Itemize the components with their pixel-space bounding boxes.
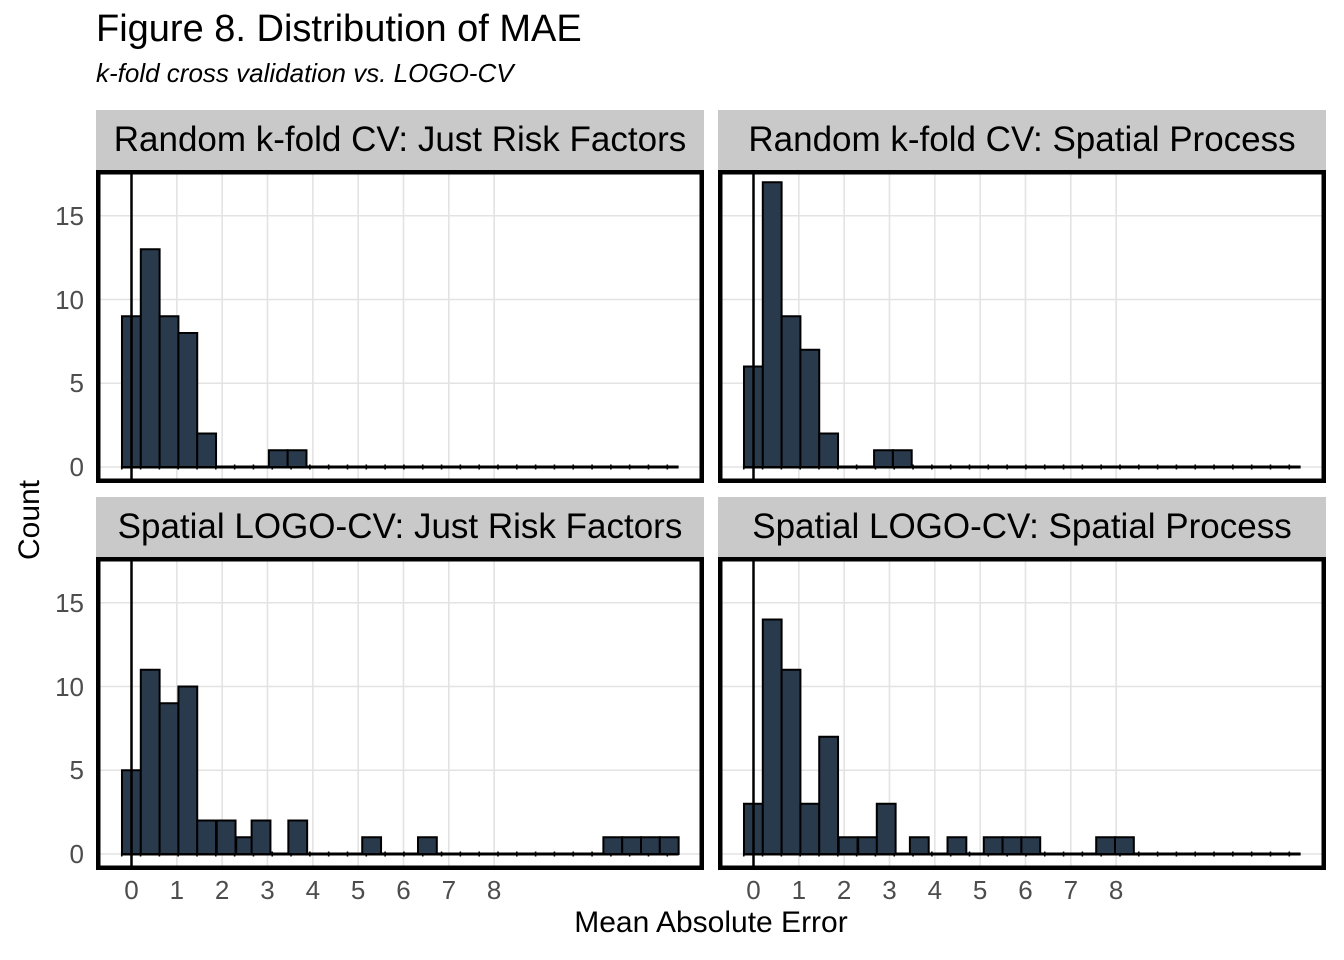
facet-strip-random-kfold-just-risk-factors: Random k-fold CV: Just Risk Factors: [96, 110, 704, 170]
y-tick-label: 15: [55, 200, 84, 231]
plot-subtitle: k-fold cross validation vs. LOGO-CV: [96, 58, 514, 88]
y-tick-label: 5: [69, 755, 84, 786]
histogram-bar: [196, 432, 218, 468]
y-tick-label: 0: [69, 452, 84, 482]
histogram-bar: [416, 836, 438, 855]
histogram-bar: [875, 802, 897, 855]
x-tick-label: 7: [441, 875, 457, 905]
histogram-bar: [799, 348, 821, 468]
histogram-bar: [946, 836, 968, 855]
panel-border: [96, 170, 704, 483]
x-tick-label: 7: [1063, 875, 1079, 905]
histogram-bar: [1020, 836, 1042, 855]
histogram-plot-area: [718, 170, 1326, 483]
x-axis-title: Mean Absolute Error: [574, 906, 848, 939]
histogram-bar: [139, 668, 161, 855]
x-tick-label: 6: [396, 875, 411, 905]
histogram-bar: [267, 449, 289, 468]
histogram-bar: [196, 819, 218, 855]
facet-strip-random-kfold-spatial-process: Random k-fold CV: Spatial Process: [718, 110, 1326, 170]
y-tick-label: 10: [55, 284, 84, 315]
histogram-bar: [158, 702, 180, 855]
x-tick-label: 8: [1108, 875, 1124, 905]
histogram-bar: [250, 819, 272, 855]
facet-strip-spatial-logocv-spatial-process: Spatial LOGO-CV: Spatial Process: [718, 497, 1326, 557]
histogram-panel-random-kfold-just-risk-factors: [96, 170, 704, 483]
histogram-bar: [287, 819, 309, 855]
facet-strip-label: Random k-fold CV: Just Risk Factors: [113, 120, 687, 159]
x-tick-label: 1: [791, 875, 807, 905]
x-tick-label: 5: [972, 875, 988, 905]
histogram-bar: [908, 836, 930, 855]
panel-border: [718, 557, 1326, 870]
histogram-bar: [799, 802, 821, 855]
x-tick-label: 2: [836, 875, 852, 905]
x-tick-label: 1: [169, 875, 185, 905]
x-tick-label: 6: [1018, 875, 1033, 905]
x-tick-label: 0: [124, 875, 139, 905]
histogram-bar: [177, 332, 199, 468]
histogram-bar: [1114, 836, 1135, 855]
x-tick-label: 5: [350, 875, 366, 905]
x-tick-label: 3: [882, 875, 897, 905]
histogram-bar: [780, 315, 802, 468]
histogram-panel-spatial-logocv-spatial-process: [718, 557, 1326, 870]
facet-strip-label: Random k-fold CV: Spatial Process: [748, 120, 1296, 159]
panel-border: [96, 557, 704, 870]
histogram-bar: [837, 836, 859, 855]
x-tick-label: 3: [260, 875, 275, 905]
histogram-bar: [177, 685, 199, 855]
plot-title: Figure 8. Distribution of MAE: [96, 8, 582, 50]
histogram-bar: [818, 432, 840, 468]
histogram-bar: [818, 735, 840, 855]
histogram-bar: [602, 836, 624, 855]
histogram-plot-area: [96, 557, 704, 870]
histogram-bar: [621, 836, 643, 855]
histogram-bar: [857, 836, 879, 855]
histogram-bar: [286, 449, 308, 468]
x-tick-label: 4: [927, 875, 943, 905]
facet-strip-spatial-logocv-just-risk-factors: Spatial LOGO-CV: Just Risk Factors: [96, 497, 704, 557]
panel-border: [718, 170, 1326, 483]
facet-strip-label: Spatial LOGO-CV: Just Risk Factors: [117, 507, 683, 546]
histogram-bar: [891, 449, 913, 468]
x-tick-label: 8: [486, 875, 502, 905]
y-tick-label: 0: [69, 839, 84, 869]
histogram-plot-area: [96, 170, 704, 483]
y-tick-label: 5: [69, 368, 84, 399]
histogram-bar: [761, 181, 783, 468]
histogram-bar: [640, 836, 661, 855]
histogram-plot-area: [718, 557, 1326, 870]
histogram-bar: [139, 248, 161, 468]
facet-strip-label: Spatial LOGO-CV: Spatial Process: [752, 507, 1292, 546]
histogram-panel-spatial-logocv-just-risk-factors: [96, 557, 704, 870]
histogram-bar: [982, 836, 1004, 855]
histogram-bar: [215, 819, 237, 855]
histogram-bar: [158, 315, 180, 468]
y-tick-label: 15: [55, 587, 84, 618]
histogram-bar: [780, 668, 802, 855]
histogram-bar: [658, 836, 680, 855]
histogram-bar: [1001, 836, 1023, 855]
x-tick-label: 0: [746, 875, 761, 905]
histogram-bar: [361, 836, 383, 855]
x-tick-label: 4: [305, 875, 321, 905]
histogram-bar: [761, 618, 783, 855]
x-tick-label: 2: [214, 875, 230, 905]
y-tick-label: 10: [55, 671, 84, 702]
histogram-panel-random-kfold-spatial-process: [718, 170, 1326, 483]
histogram-bar: [873, 449, 894, 468]
histogram-bar: [1095, 836, 1117, 855]
